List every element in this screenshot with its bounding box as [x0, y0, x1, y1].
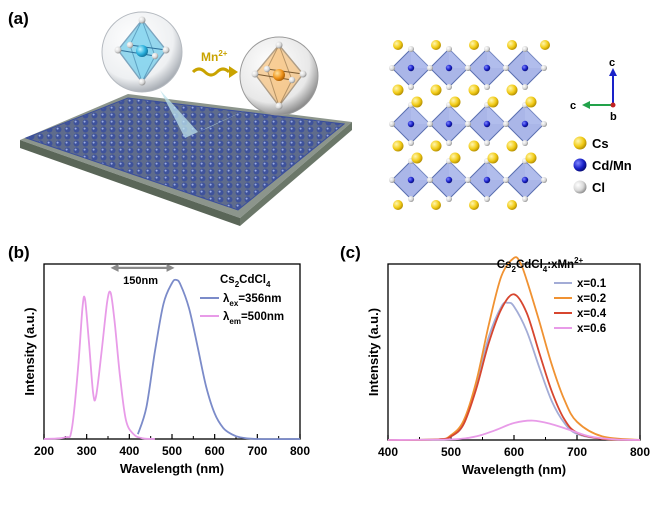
- crystal-cs-atom: [392, 84, 404, 96]
- crystal-octahedron: [427, 158, 471, 202]
- crystal-cs-atom: [525, 96, 537, 108]
- crystal-cs-atom: [411, 152, 423, 164]
- panel-label-b: (b): [8, 243, 30, 262]
- crystal-axes: c c b: [570, 57, 617, 123]
- crystal-cs-atom: [506, 84, 518, 96]
- crystal-structure: [389, 40, 550, 210]
- crystal-cs-atom: [468, 84, 480, 96]
- mn-doping-label: Mn2+: [201, 49, 228, 64]
- series-line: [387, 256, 641, 441]
- chart-c-title: Cs2CdCl4:xMn2+: [497, 256, 584, 274]
- x-tick-label: 400: [119, 444, 139, 458]
- crystal-legend: Cs Cd/Mn Cl: [573, 136, 632, 195]
- plot-frame: [43, 263, 301, 440]
- legend-entry: λem=500nm: [223, 311, 284, 326]
- legend-entry: λex=356nm: [223, 293, 281, 308]
- axis-b: b: [610, 111, 617, 123]
- crystal-cs-atom: [431, 200, 441, 210]
- crystal-cs-atom: [431, 40, 441, 50]
- crystal-octahedron: [465, 102, 509, 146]
- crystal-cs-atom: [393, 40, 403, 50]
- chart-b: 200 300 400 500 600 700 800 Wavelength (nm) Inte…: [22, 263, 310, 476]
- legend-entry: x=0.4: [577, 308, 607, 320]
- crystal-cs-atom: [525, 152, 537, 164]
- crystal-octahedron: [389, 158, 433, 202]
- legend-entry: x=0.1: [577, 278, 607, 290]
- legend-swatch-cs: [573, 136, 587, 150]
- legend-swatch-cdmn: [573, 158, 587, 172]
- crystal-octahedron: [503, 102, 547, 146]
- legend-label-cs: Cs: [592, 136, 609, 151]
- crystal-cs-atom: [430, 84, 442, 96]
- axis-c-left: c: [570, 100, 576, 112]
- crystal-cs-atom: [540, 40, 550, 50]
- crystal-octahedron: [465, 158, 509, 202]
- chart-c: 400 500 600 700 800 Wavelength (nm) Intensity …: [366, 256, 650, 477]
- shift-arrow-head-right: [166, 263, 175, 272]
- legend-entry: x=0.2: [577, 293, 606, 305]
- crystal-octahedron: [465, 46, 509, 90]
- crystal-cs-atom: [507, 40, 517, 50]
- x-tick-label: 700: [247, 444, 267, 458]
- x-tick-label: 600: [205, 444, 225, 458]
- legend-label-cdmn: Cd/Mn: [592, 158, 632, 173]
- crystal-cs-atom: [449, 96, 461, 108]
- octahedron-bubble-mn: [239, 36, 319, 116]
- crystal-cs-atom: [506, 140, 518, 152]
- crystal-cs-atom: [468, 140, 480, 152]
- x-axis-label: Wavelength (nm): [120, 461, 224, 476]
- crystal-octahedron: [503, 158, 547, 202]
- crystal-octahedron: [427, 46, 471, 90]
- crystal-cs-atom: [487, 96, 499, 108]
- mn-doping-arrow: Mn2+: [191, 49, 238, 78]
- crystal-octahedron: [503, 46, 547, 90]
- shift-annotation: 150nm: [123, 275, 158, 287]
- legend-entry: x=0.6: [577, 323, 606, 335]
- x-tick-label: 800: [290, 444, 310, 458]
- series-line: [43, 290, 155, 440]
- crystal-cs-atom: [469, 40, 479, 50]
- crystal-octahedron: [389, 102, 433, 146]
- x-tick-label: 500: [441, 445, 461, 459]
- crystal-octahedron: [389, 46, 433, 90]
- chart-b-title: Cs2CdCl4: [220, 274, 271, 289]
- crystal-cs-atom: [393, 200, 403, 210]
- crystal-cs-atom: [487, 152, 499, 164]
- crystal-cs-atom: [411, 96, 423, 108]
- x-tick-label: 600: [504, 445, 524, 459]
- legend-swatch-cl: [573, 180, 587, 194]
- x-tick-label: 200: [34, 444, 54, 458]
- series-line: [137, 278, 301, 441]
- x-tick-label: 800: [630, 445, 650, 459]
- panel-label-c: (c): [340, 243, 361, 262]
- y-axis-label: Intensity (a.u.): [22, 307, 37, 395]
- x-axis-label: Wavelength (nm): [462, 462, 566, 477]
- crystal-cs-atom: [449, 152, 461, 164]
- x-tick-label: 400: [378, 445, 398, 459]
- y-axis-label: Intensity (a.u.): [366, 308, 381, 396]
- x-tick-label: 700: [567, 445, 587, 459]
- octahedron-bubble-cd: [101, 11, 183, 93]
- nanosheet-illustration: [20, 90, 352, 226]
- series-line: [387, 293, 641, 441]
- panel-label-a: (a): [8, 9, 29, 28]
- legend-label-cl: Cl: [592, 180, 605, 195]
- crystal-cs-atom: [507, 200, 517, 210]
- plot-frame: [387, 263, 641, 441]
- x-tick-label: 500: [162, 444, 182, 458]
- crystal-octahedron: [427, 102, 471, 146]
- crystal-cs-atom: [430, 140, 442, 152]
- crystal-cs-atom: [392, 140, 404, 152]
- series-line: [387, 419, 641, 441]
- axis-c-up: c: [609, 57, 615, 69]
- crystal-cs-atom: [469, 200, 479, 210]
- x-tick-label: 300: [77, 444, 97, 458]
- shift-arrow-head-left: [110, 263, 119, 272]
